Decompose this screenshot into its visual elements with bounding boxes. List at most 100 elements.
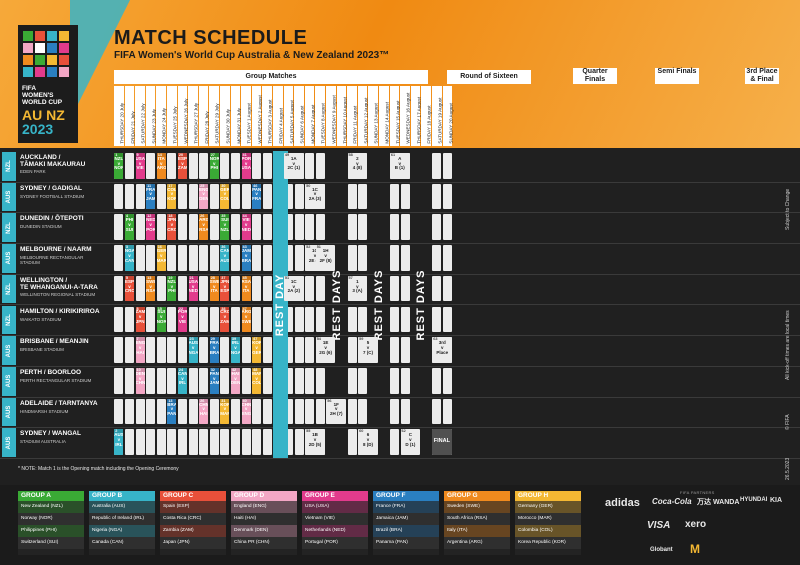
empty-slot [157, 184, 166, 210]
logo-year: AU NZ 2023 [22, 108, 74, 140]
issue-date: 26.5.2023 [785, 458, 791, 480]
empty-slot [146, 337, 155, 363]
phase-r16: Round of Sixteen [447, 70, 531, 84]
group-team: Switzerland (SUI) [18, 537, 84, 549]
date-cell: FRIDAY 18 August [421, 86, 431, 146]
stadium-name: HINDMARSH STADIUM [20, 410, 68, 415]
group-title: GROUP B [89, 491, 155, 501]
empty-slot [146, 399, 155, 425]
match-number: 30 [220, 184, 229, 188]
team-2: ITA [242, 289, 251, 294]
group-team: Vietnam (VIE) [302, 513, 368, 525]
host-country-badge: NZL [2, 213, 16, 242]
match-number: 27 [210, 153, 219, 157]
group-card: GROUP EUSA (USA)Vietnam (VIE)Netherlands… [302, 491, 368, 555]
team-2: PAN [167, 412, 176, 417]
phase-qf: Quarter Finals [573, 68, 617, 84]
date-cell: THURSDAY 17 August [411, 86, 421, 146]
empty-slot [348, 184, 357, 210]
team-2: NGA [189, 351, 198, 356]
empty-slot [231, 276, 240, 302]
group-team: Italy (ITA) [444, 525, 510, 537]
group-match: 3NGAvCAN [125, 245, 134, 271]
empty-slot [295, 307, 304, 333]
wanda-logo: 万达 WANDA [697, 497, 739, 507]
empty-slot [295, 399, 304, 425]
match-number: 16 [157, 245, 166, 249]
visa-logo: VISA [647, 520, 670, 531]
group-match: 1NZLvNOR [114, 153, 123, 179]
date-cell: TUESDAY 8 August [315, 86, 325, 146]
group-match: 26ARGvRSA [199, 214, 208, 240]
group-match: 48MARvCOL [252, 368, 261, 394]
empty-slot [401, 368, 410, 394]
rest-days-column: REST DAYS [368, 151, 389, 458]
group-match: 12NEDvPOR [146, 214, 155, 240]
group-team: USA (USA) [302, 501, 368, 513]
empty-slot [305, 368, 314, 394]
match-number: 41 [242, 153, 251, 157]
group-match: 9USAvVIE [136, 153, 145, 179]
match-number: 9 [136, 153, 145, 157]
empty-slot [316, 276, 325, 302]
date-cell: SATURDAY 12 August [358, 86, 368, 146]
empty-slot [348, 307, 357, 333]
date-cell: SATURDAY 5 August [284, 86, 294, 146]
host-country-badge: NZL [2, 152, 16, 181]
knockout-match: 62CvD (1) [401, 429, 421, 455]
empty-slot [358, 368, 367, 394]
team-2: VIE [136, 166, 145, 171]
match-number: 13 [146, 276, 155, 280]
empty-slot [157, 276, 166, 302]
empty-slot [157, 214, 166, 240]
date-cell: TUESDAY 1 August [241, 86, 251, 146]
empty-slot [358, 184, 367, 210]
empty-slot [242, 368, 251, 394]
empty-slot [295, 368, 304, 394]
group-match: 42HAIvDEN [231, 368, 240, 394]
date-label: SUNDAY 20 August [449, 104, 454, 144]
group-match: 36CANvAUS [220, 245, 229, 271]
team-2: COL [252, 381, 261, 386]
empty-slot [146, 245, 155, 271]
empty-slot [199, 153, 208, 179]
host-country-label: AUS [6, 436, 12, 449]
knockout-match: 595v7 (C) [358, 337, 378, 363]
group-team: Germany (GER) [515, 501, 581, 513]
empty-slot [316, 307, 325, 333]
rest-days-column: REST DAYS [411, 151, 432, 458]
group-match: 31KORvMAR [220, 399, 229, 425]
venue-name: SYDNEY / WANGAL [20, 430, 81, 437]
date-cell: THURSDAY 20 July [114, 86, 124, 146]
team-2: ESP [220, 289, 229, 294]
match-number: 3 [125, 245, 134, 249]
match-number: 17 [167, 184, 176, 188]
empty-slot [443, 276, 452, 302]
date-cell: SUNDAY 6 August [294, 86, 304, 146]
group-match: 47KORvGER [252, 337, 261, 363]
slot-2: 8 (D) [358, 443, 378, 448]
group-match: 13SWEvRSA [146, 276, 155, 302]
match-number: 26 [199, 399, 208, 403]
empty-slot [167, 429, 176, 455]
match-number: 38 [220, 307, 229, 311]
team-2: CHN [136, 381, 145, 386]
empty-slot [136, 429, 145, 455]
knockout-match: 633rdvPlace [432, 337, 452, 363]
empty-slot [432, 307, 441, 333]
match-number: 44 [242, 214, 251, 218]
empty-slot [401, 337, 410, 363]
match-number: 36 [220, 245, 229, 249]
group-match: 44VIEvNED [242, 214, 251, 240]
match-number: 2 [114, 429, 123, 433]
empty-slot [189, 245, 198, 271]
match-number: 14 [157, 153, 166, 157]
stadium-name: PERTH RECTANGULAR STADIUM [20, 379, 91, 384]
group-team: Colombia (COL) [515, 525, 581, 537]
empty-slot [348, 337, 357, 363]
empty-slot [316, 399, 325, 425]
group-card: GROUP HGermany (GER)Morocco (MAR)Colombi… [515, 491, 581, 555]
empty-slot [252, 153, 261, 179]
knockout-match: 606v8 (D) [358, 429, 378, 455]
empty-slot [220, 153, 229, 179]
